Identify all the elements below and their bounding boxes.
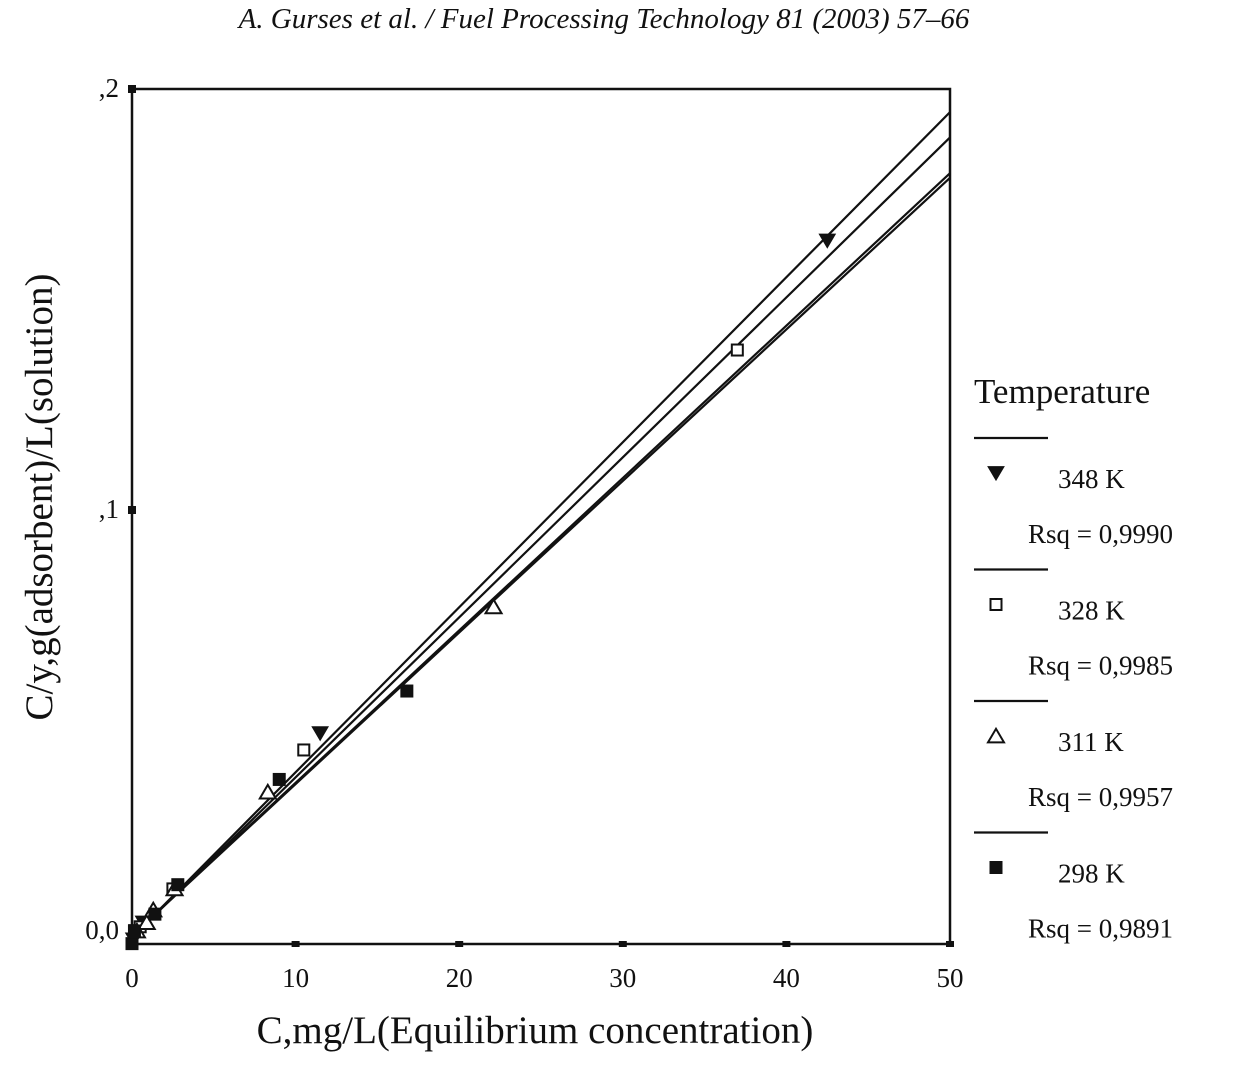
x-axis: 0 10 20 30 40 50 xyxy=(125,941,964,993)
data-point xyxy=(400,684,414,698)
data-point xyxy=(258,782,278,800)
x-tick-label: 40 xyxy=(773,963,800,993)
legend-series-name: 348 K xyxy=(1058,464,1125,494)
y-tick-mark xyxy=(128,85,136,93)
data-point xyxy=(148,907,162,921)
x-tick-mark xyxy=(946,941,954,947)
data-point xyxy=(297,743,311,757)
x-tick-mark xyxy=(618,941,627,947)
x-tick-label: 10 xyxy=(282,963,309,993)
x-tick-label: 50 xyxy=(937,963,964,993)
data-point xyxy=(136,913,157,930)
y-axis-label: C/y,g(adsorbent)/L(solution) xyxy=(18,274,61,721)
y-tick-mark xyxy=(128,927,136,935)
fit-line xyxy=(131,177,951,937)
plot-border xyxy=(130,87,952,946)
y-axis: 0,0 ,1 ,2 xyxy=(85,73,136,945)
legend-rsq: Rsq = 0,9891 xyxy=(1028,914,1173,944)
legend-marker xyxy=(986,726,1006,744)
fit-line xyxy=(131,136,951,939)
legend-series-name: 311 K xyxy=(1058,727,1124,757)
y-tick-label: 0,0 xyxy=(85,915,119,945)
legend-rsq: Rsq = 0,9957 xyxy=(1028,782,1173,812)
y-tick-label: ,1 xyxy=(99,494,119,524)
y-tick-label: ,2 xyxy=(99,73,119,103)
legend-title: Temperature xyxy=(974,372,1150,411)
legend-marker xyxy=(989,598,1003,611)
data-point xyxy=(311,726,330,742)
legend-series-name: 298 K xyxy=(1058,859,1125,889)
x-tick-label: 30 xyxy=(609,963,636,993)
fit-lines xyxy=(131,111,951,939)
x-tick-mark xyxy=(782,941,791,947)
x-tick-mark xyxy=(128,941,136,947)
legend: Temperature 348 K Rsq = 0,9990 328 K Rsq = 0… xyxy=(974,372,1173,944)
data-point xyxy=(818,233,837,249)
running-head: A. Gurses et al. / Fuel Processing Techn… xyxy=(238,3,970,35)
x-tick-label: 20 xyxy=(446,963,473,993)
legend-rsq: Rsq = 0,9990 xyxy=(1028,519,1173,549)
fit-line xyxy=(131,111,951,939)
y-tick-mark xyxy=(128,506,136,514)
plot-frame xyxy=(130,87,952,946)
x-tick-mark xyxy=(291,941,300,947)
legend-series-name: 328 K xyxy=(1058,596,1125,626)
legend-marker xyxy=(987,466,1005,482)
legend-rsq: Rsq = 0,9985 xyxy=(1028,651,1173,681)
data-point xyxy=(730,343,744,357)
data-point xyxy=(272,772,286,786)
data-point xyxy=(171,878,185,892)
x-axis-label: C,mg/L(Equilibrium concentration) xyxy=(257,1009,814,1052)
x-tick-label: 0 xyxy=(125,963,139,993)
legend-marker xyxy=(989,861,1003,874)
x-tick-mark xyxy=(455,941,464,947)
data-point xyxy=(483,597,504,615)
